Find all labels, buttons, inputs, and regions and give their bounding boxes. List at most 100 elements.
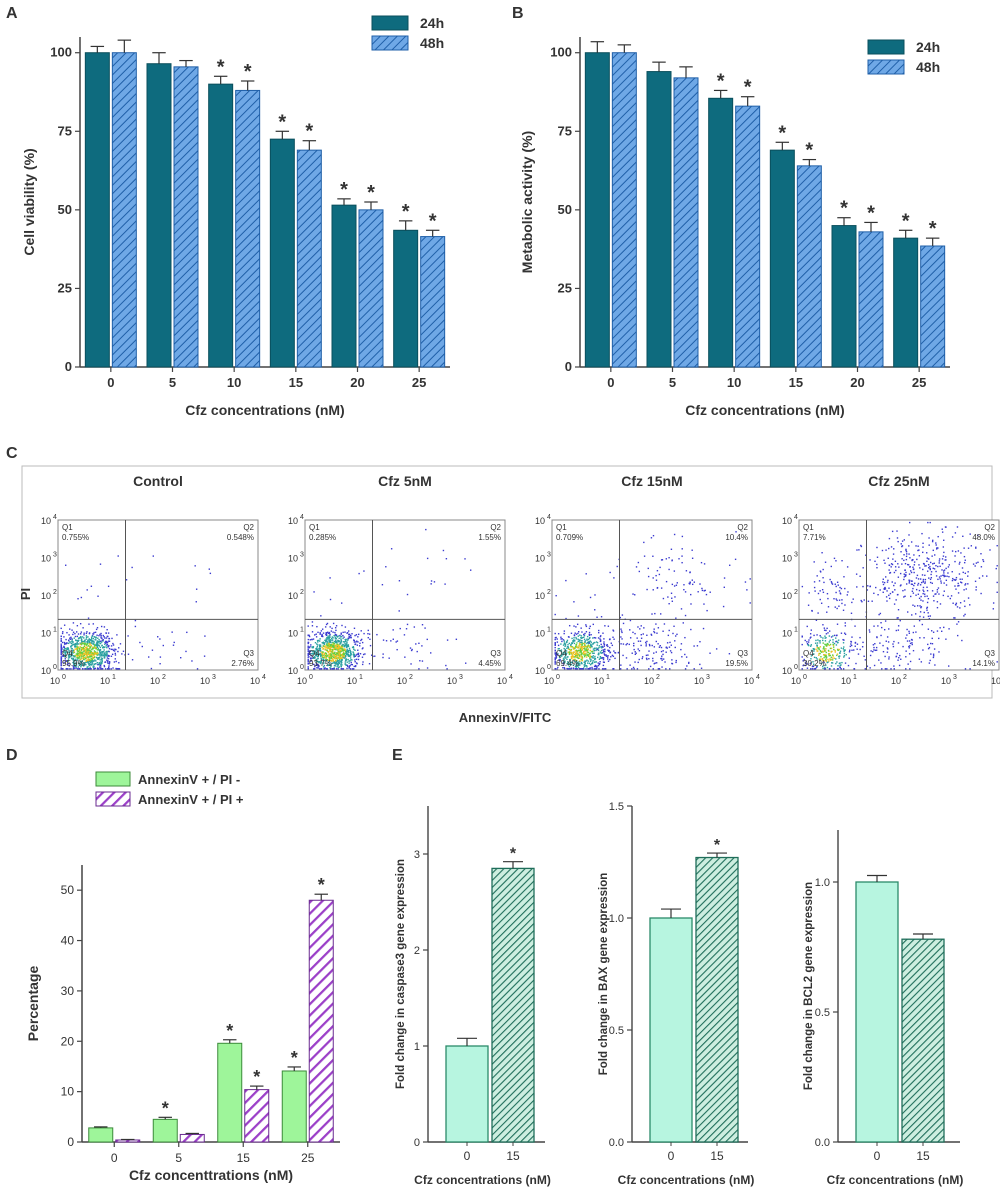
flow-dot	[801, 635, 803, 637]
flow-dot	[108, 644, 110, 647]
flow-dot	[89, 647, 92, 649]
flow-dot	[73, 664, 75, 666]
flow-dot	[78, 647, 81, 650]
flow-dot	[996, 661, 998, 663]
flow-dot	[68, 656, 71, 659]
chart-E1-ytick-label: 1	[414, 1041, 420, 1053]
flow-dot	[106, 628, 108, 631]
chart-A-xtick-label: 15	[289, 375, 303, 390]
flow-dot	[88, 639, 91, 641]
flow-dot	[874, 643, 876, 645]
flow-dot	[75, 658, 77, 660]
flow-dot	[933, 562, 935, 565]
flow-dot	[359, 642, 361, 645]
flow-dot	[590, 659, 592, 661]
flow-dot	[320, 630, 323, 632]
flow-dot	[723, 577, 726, 579]
flow-dot	[83, 637, 85, 639]
flow-dot	[83, 649, 85, 651]
flow-dot	[328, 647, 330, 650]
flow-dot	[77, 655, 79, 657]
flow-dot	[895, 629, 898, 632]
flow-dot	[845, 653, 847, 656]
flow-dot	[626, 642, 628, 645]
flow-dot	[382, 653, 384, 655]
flow-dot	[75, 665, 77, 668]
flow-dot	[661, 655, 663, 657]
flow-dot	[71, 647, 73, 650]
flow-dot	[347, 630, 350, 632]
flow-dot	[329, 644, 331, 646]
flow-dot	[333, 635, 335, 637]
flow-dot	[96, 640, 99, 642]
flow-dot	[339, 651, 342, 653]
flow-dot	[943, 551, 945, 554]
chart-E2-significance-star: *	[714, 837, 721, 854]
flow-dot	[357, 636, 359, 638]
flow-dot	[835, 585, 837, 588]
flow-dot	[114, 648, 116, 650]
flow-dot	[563, 640, 566, 642]
flow-dot	[346, 641, 348, 643]
flow-dot	[347, 637, 349, 640]
flow-dot	[963, 600, 966, 602]
flow-dot	[855, 662, 857, 665]
flow-dot	[60, 656, 62, 658]
flow-dot	[581, 659, 584, 662]
flow-dot	[815, 648, 817, 650]
flow-dot	[604, 648, 606, 651]
flow-dot	[813, 648, 815, 650]
flow-dot	[331, 639, 333, 642]
flow-dot	[344, 626, 347, 628]
flow-dot	[338, 660, 340, 662]
flow-dot	[86, 659, 88, 661]
flow-dot	[935, 593, 937, 595]
flow-dot	[60, 657, 63, 659]
flow-dot	[374, 655, 376, 657]
flow-dot	[75, 667, 77, 669]
flow-dot	[314, 654, 317, 656]
flow-dot	[659, 613, 662, 615]
flow-dot	[640, 644, 642, 647]
flow-dot	[699, 663, 701, 666]
flow-dot	[589, 644, 592, 646]
flow-dot	[957, 585, 959, 587]
flow-dot	[93, 641, 95, 643]
flow-dot	[832, 639, 834, 641]
flow-dot	[586, 650, 588, 652]
flow-dot	[818, 659, 821, 662]
flow-dot	[909, 642, 912, 645]
flow-y-tick-exp: 0	[53, 664, 57, 671]
flow-dot	[823, 627, 826, 629]
flow-dot	[963, 555, 966, 558]
flow-dot	[816, 646, 818, 649]
flow-dot	[100, 635, 102, 637]
flow-dot	[854, 645, 856, 647]
flow-dot	[563, 632, 565, 635]
flow-dot	[335, 648, 337, 651]
flow-dot	[839, 664, 841, 667]
flow-dot	[808, 639, 810, 641]
flow-dot	[329, 658, 331, 661]
flow-dot	[898, 656, 900, 659]
flow-dot	[862, 585, 864, 588]
flow-dot	[323, 668, 326, 670]
flow-dot	[633, 642, 635, 645]
flow-dot	[856, 586, 858, 588]
flow-dot	[873, 592, 875, 595]
flow-dot	[927, 597, 930, 600]
flow-dot	[860, 599, 862, 602]
flow-dot	[573, 639, 575, 641]
flow-dot	[96, 661, 98, 664]
flow-dot	[576, 668, 578, 670]
flow-dot	[912, 604, 914, 606]
flow-dot	[325, 657, 327, 660]
flow-dot	[385, 566, 387, 568]
flow-dot	[589, 660, 592, 662]
flow-dot	[859, 575, 861, 577]
flow-dot	[105, 645, 107, 647]
flow-dot	[896, 530, 898, 532]
flow-dot	[87, 662, 89, 664]
flow-dot	[824, 650, 826, 652]
flow-dot	[837, 649, 840, 652]
